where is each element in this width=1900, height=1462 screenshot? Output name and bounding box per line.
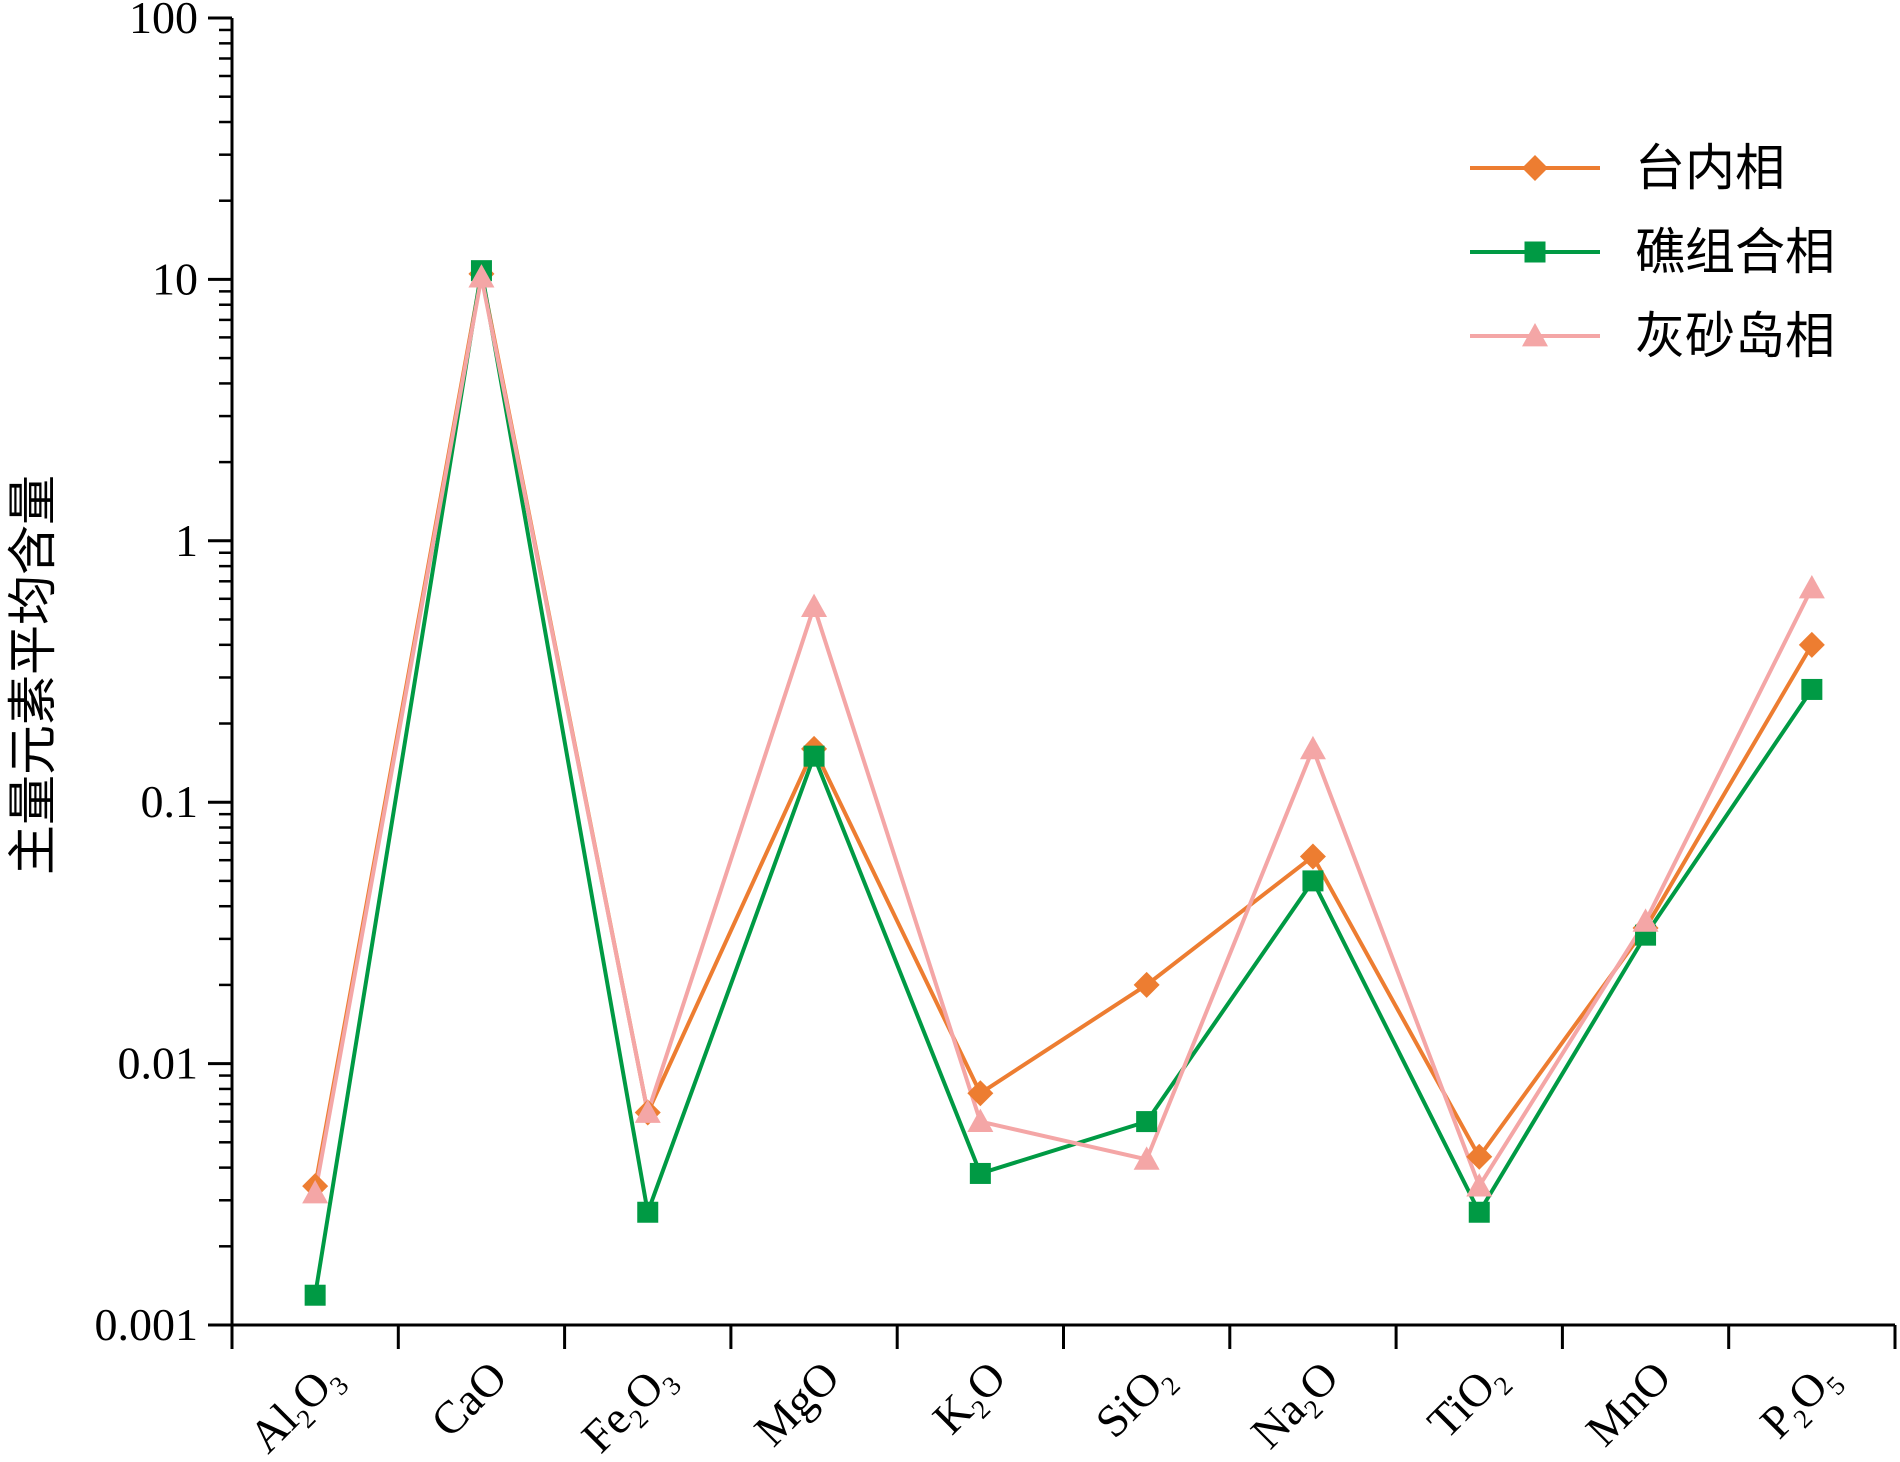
triangle-marker (1522, 323, 1548, 347)
triangle-marker (967, 1108, 994, 1132)
y-tick-label: 1 (175, 515, 198, 566)
y-tick-label: 100 (129, 0, 198, 43)
square-marker (304, 1284, 326, 1306)
square-marker (969, 1162, 991, 1184)
y-tick-label: 0.1 (141, 776, 199, 827)
y-axis-ticks: 0.001 0.01 0.1 1 10 100 (95, 0, 232, 1350)
triangle-marker (1133, 1146, 1160, 1170)
x-tick-label: MnO (1576, 1351, 1681, 1456)
axes (230, 18, 1895, 1327)
series-markers (302, 260, 1825, 1306)
series-lines (313, 268, 1814, 1296)
y-tick-label: 0.01 (118, 1038, 199, 1089)
square-marker (803, 745, 825, 767)
series-1 (313, 271, 1814, 1187)
series-line (313, 268, 1814, 1296)
x-tick-label: CaO (421, 1351, 517, 1447)
diamond-marker (1133, 971, 1160, 998)
square-marker (1302, 870, 1324, 892)
series-2 (313, 268, 1814, 1296)
x-axis-ticks: Al2O3 CaO Fe2O3 MgO K2O SiO2 Na2O TiO2 MnO P2O5 (230, 1325, 1897, 1462)
x-tick-label: MgO (744, 1351, 849, 1456)
series-line (313, 275, 1814, 1194)
x-tick-label: Na2O (1241, 1351, 1352, 1462)
diamond-marker (1522, 155, 1548, 181)
triangle-marker (1299, 735, 1326, 760)
y-axis-label: 主量元素平均含量 (5, 475, 61, 875)
x-tick-label: P2O5 (1750, 1351, 1851, 1452)
y-tick-label: 10 (152, 253, 198, 304)
diamond-marker (1299, 843, 1326, 870)
x-tick-label: Fe2O3 (572, 1351, 687, 1462)
x-tick-label: Al2O3 (239, 1351, 354, 1462)
square-marker (1136, 1111, 1158, 1133)
square-marker (637, 1201, 659, 1223)
square-marker (1524, 241, 1546, 263)
x-tick-label: SiO2 (1085, 1351, 1185, 1451)
legend-label: 台内相 (1635, 140, 1785, 196)
x-tick-label: K2O (923, 1351, 1020, 1448)
triangle-marker (1632, 908, 1659, 932)
legend-item: 灰砂岛相 (1470, 308, 1835, 364)
triangle-marker (468, 264, 495, 288)
legend-label: 灰砂岛相 (1635, 308, 1835, 364)
triangle-marker (1466, 1173, 1493, 1197)
triangle-marker (1798, 574, 1825, 599)
triangle-marker (634, 1099, 661, 1123)
series-3 (313, 275, 1814, 1194)
diamond-marker (1798, 631, 1825, 658)
triangle-marker (302, 1179, 329, 1204)
triangle-marker (801, 593, 828, 618)
diamond-marker (1466, 1143, 1493, 1170)
series-1-points (302, 260, 1825, 1200)
legend-item: 礁组合相 (1470, 224, 1835, 280)
series-line (313, 271, 1814, 1187)
square-marker (1801, 678, 1823, 700)
x-tick-label: TiO2 (1417, 1351, 1518, 1452)
legend-label: 礁组合相 (1635, 224, 1835, 280)
square-marker (1468, 1201, 1490, 1223)
series-3-points (302, 264, 1825, 1204)
series-2-points (304, 260, 1823, 1306)
diamond-marker (967, 1080, 994, 1107)
y-tick-label: 0.001 (95, 1299, 199, 1350)
legend-item: 台内相 (1470, 140, 1785, 196)
